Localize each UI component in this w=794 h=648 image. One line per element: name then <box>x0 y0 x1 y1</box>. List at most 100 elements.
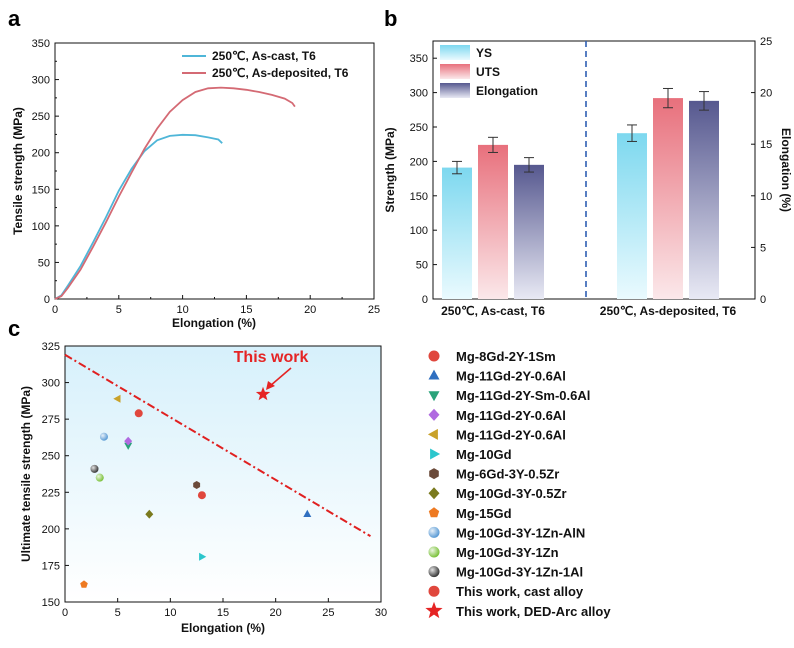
a-x-tick-label: 10 <box>176 304 188 316</box>
b-y2-tick-label: 10 <box>760 191 772 203</box>
a-x-tick-label: 20 <box>304 304 316 316</box>
panel-c-annotation-arrowhead <box>266 381 275 390</box>
c-data-point <box>99 432 108 441</box>
a-y-tick-label: 200 <box>32 148 50 160</box>
c-data-point <box>80 580 88 588</box>
c-x-tick-label: 25 <box>322 607 334 619</box>
b-legend-swatch <box>440 45 470 60</box>
b-y-tick-label: 200 <box>410 156 428 168</box>
c-legend-label: Mg-11Gd-2Y-0.6Al <box>456 369 566 384</box>
a-x-tick-label: 25 <box>368 304 380 316</box>
c-legend-label: Mg-10Gd <box>456 447 512 462</box>
panel-c-legend: Mg-8Gd-2Y-1Sm Mg-11Gd-2Y-0.6Al Mg-11Gd-2Y-… <box>425 349 611 619</box>
panel-a-y-ticks: 0 50 100 150 200 250 300 350 <box>32 38 59 306</box>
c-legend-marker-shine <box>428 546 440 558</box>
b-y2-tick-label: 0 <box>760 294 766 306</box>
b-bar <box>478 144 508 299</box>
c-data-point <box>113 394 121 403</box>
panel-c-annotation-arrow <box>269 367 292 387</box>
a-y-tick-label: 100 <box>32 221 50 233</box>
c-data-point <box>124 442 133 450</box>
c-data-point <box>95 473 104 482</box>
b-y2-tick-label: 15 <box>760 139 772 151</box>
a-x-tick-label: 5 <box>116 304 122 316</box>
c-legend-marker-shine <box>428 566 440 578</box>
a-legend-label: 250℃, As-cast, T6 <box>212 49 316 63</box>
c-data-point <box>193 481 201 489</box>
c-legend-label: Mg-10Gd-3Y-0.5Zr <box>456 486 567 501</box>
b-y-tick-label: 350 <box>410 53 428 65</box>
b-legend-swatch <box>440 64 470 79</box>
c-x-tick-label: 20 <box>270 607 282 619</box>
c-legend-label: Mg-8Gd-2Y-1Sm <box>456 349 556 364</box>
c-x-tick-label: 15 <box>217 607 229 619</box>
c-legend-label: Mg-6Gd-3Y-0.5Zr <box>456 467 559 482</box>
panel-a-y-axis-title: Tensile strength (MPa) <box>11 107 25 235</box>
panel-a-x-ticks: 0 5 10 15 20 25 <box>52 295 380 316</box>
c-y-tick-label: 325 <box>42 341 60 353</box>
b-legend-label: UTS <box>476 65 500 79</box>
b-y-tick-label: 250 <box>410 122 428 134</box>
panel-b-right-y-ticks: 0 5 10 15 20 25 <box>751 36 772 306</box>
a-x-tick-label: 15 <box>240 304 252 316</box>
c-legend-label: Mg-15Gd <box>456 506 512 521</box>
c-legend-label: Mg-11Gd-2Y-0.6Al <box>456 427 566 442</box>
c-x-tick-label: 30 <box>375 607 387 619</box>
a-y-tick-label: 250 <box>32 111 50 123</box>
c-data-point <box>90 464 99 473</box>
c-legend-label: Mg-10Gd-3Y-1Zn-1Al <box>456 565 583 580</box>
panel-a-legend: 250℃, As-cast, T6 250℃, As-deposited, T6 <box>182 49 349 80</box>
c-legend-marker <box>427 428 438 440</box>
b-y-tick-label: 300 <box>410 88 428 100</box>
c-y-tick-label: 200 <box>42 524 60 536</box>
c-legend-marker <box>428 566 440 578</box>
panel-b-category-labels: 250℃, As-cast, T6 250℃, As-deposited, T6 <box>441 304 736 318</box>
b-y2-tick-label: 20 <box>760 88 772 100</box>
b-bar <box>689 100 719 299</box>
c-x-tick-label: 10 <box>164 607 176 619</box>
panel-b-plot-frame <box>432 40 756 300</box>
c-legend-marker <box>429 468 439 480</box>
a-y-tick-label: 350 <box>32 38 50 50</box>
panel-c: c 0 5 10 15 20 25 30 150175200225250275300325 … <box>8 316 611 635</box>
panel-b-bars <box>442 87 719 299</box>
b-legend-swatch <box>440 83 470 98</box>
c-y-tick-label: 300 <box>42 378 60 390</box>
c-legend-marker <box>428 546 440 558</box>
c-legend-marker <box>428 487 440 500</box>
panel-c-y-axis-title: Ultimate tensile strength (MPa) <box>19 386 33 562</box>
panel-c-letter: c <box>8 316 20 341</box>
c-legend-label: Mg-10Gd-3Y-1Zn <box>456 545 559 560</box>
c-y-tick-label: 275 <box>42 414 60 426</box>
c-data-point <box>145 509 154 519</box>
b-bar <box>617 133 647 299</box>
c-x-tick-label: 5 <box>115 607 121 619</box>
c-y-tick-label: 225 <box>42 487 60 499</box>
a-x-tick-label: 0 <box>52 304 58 316</box>
c-legend-label: This work, DED-Arc alloy <box>456 604 611 619</box>
a-series-line <box>54 86 296 300</box>
b-y2-tick-label: 25 <box>760 36 772 48</box>
c-y-tick-label: 250 <box>42 451 60 463</box>
panel-c-plot-frame <box>64 345 382 603</box>
c-data-point <box>255 386 271 401</box>
c-data-point <box>124 436 133 446</box>
panel-b-left-y-ticks: 0 50 100 150 200 250 300 350 <box>410 53 437 306</box>
c-x-tick-label: 0 <box>62 607 68 619</box>
c-legend-marker <box>428 585 440 597</box>
b-y-tick-label: 150 <box>410 191 428 203</box>
panel-b: b 0 50 100 150 200 250 300 350 0 5 10 15 20 25 250℃,… <box>383 6 793 318</box>
panel-c-y-ticks: 150 175 200 225 250 275 300 325 <box>42 341 69 609</box>
panel-a-plot-frame <box>54 42 375 300</box>
b-y2-tick-label: 5 <box>760 242 766 254</box>
c-data-point-shine <box>95 473 104 482</box>
a-y-tick-label: 0 <box>44 294 50 306</box>
panel-c-x-axis-title: Elongation (%) <box>181 621 265 635</box>
c-data-point <box>134 409 143 418</box>
c-legend-label: Mg-10Gd-3Y-1Zn-AlN <box>456 525 585 540</box>
panel-b-y2-axis-title: Elongation (%) <box>779 128 793 212</box>
c-legend-marker <box>428 350 440 362</box>
c-legend-marker <box>428 369 440 380</box>
a-legend-label: 250℃, As-deposited, T6 <box>212 66 349 80</box>
